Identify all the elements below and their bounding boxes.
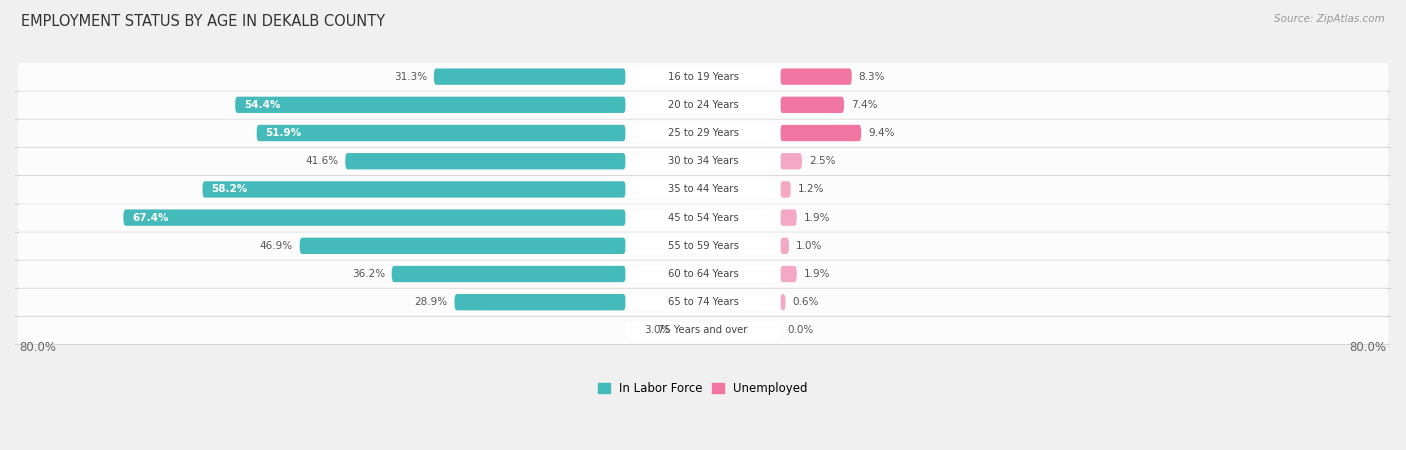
Text: 0.6%: 0.6% bbox=[793, 297, 818, 307]
FancyBboxPatch shape bbox=[780, 266, 797, 282]
FancyBboxPatch shape bbox=[18, 261, 1388, 288]
FancyBboxPatch shape bbox=[780, 125, 862, 141]
FancyBboxPatch shape bbox=[18, 148, 1388, 175]
Text: Source: ZipAtlas.com: Source: ZipAtlas.com bbox=[1274, 14, 1385, 23]
FancyBboxPatch shape bbox=[626, 266, 780, 282]
FancyBboxPatch shape bbox=[626, 153, 780, 169]
Text: 20 to 24 Years: 20 to 24 Years bbox=[668, 100, 738, 110]
FancyBboxPatch shape bbox=[18, 232, 1388, 259]
FancyBboxPatch shape bbox=[626, 238, 780, 254]
FancyBboxPatch shape bbox=[626, 181, 780, 198]
FancyBboxPatch shape bbox=[434, 68, 626, 85]
FancyBboxPatch shape bbox=[124, 209, 626, 226]
FancyBboxPatch shape bbox=[626, 97, 780, 113]
FancyBboxPatch shape bbox=[626, 322, 780, 338]
Text: 41.6%: 41.6% bbox=[305, 156, 339, 166]
Text: 1.9%: 1.9% bbox=[804, 212, 830, 223]
Text: 54.4%: 54.4% bbox=[243, 100, 280, 110]
FancyBboxPatch shape bbox=[626, 68, 780, 85]
Text: 30 to 34 Years: 30 to 34 Years bbox=[668, 156, 738, 166]
FancyBboxPatch shape bbox=[392, 266, 626, 282]
Text: 67.4%: 67.4% bbox=[132, 212, 169, 223]
Text: 55 to 59 Years: 55 to 59 Years bbox=[668, 241, 738, 251]
Text: 7.4%: 7.4% bbox=[851, 100, 877, 110]
Text: 1.0%: 1.0% bbox=[796, 241, 823, 251]
Text: 1.9%: 1.9% bbox=[804, 269, 830, 279]
Text: 31.3%: 31.3% bbox=[394, 72, 427, 81]
FancyBboxPatch shape bbox=[780, 238, 789, 254]
FancyBboxPatch shape bbox=[18, 91, 1388, 118]
FancyBboxPatch shape bbox=[18, 120, 1388, 147]
Text: 75 Years and over: 75 Years and over bbox=[658, 325, 748, 335]
Text: 8.3%: 8.3% bbox=[859, 72, 886, 81]
FancyBboxPatch shape bbox=[346, 153, 626, 169]
Text: 0.0%: 0.0% bbox=[787, 325, 814, 335]
Text: 16 to 19 Years: 16 to 19 Years bbox=[668, 72, 738, 81]
Text: 60 to 64 Years: 60 to 64 Years bbox=[668, 269, 738, 279]
FancyBboxPatch shape bbox=[626, 209, 780, 226]
FancyBboxPatch shape bbox=[454, 294, 626, 310]
FancyBboxPatch shape bbox=[202, 181, 626, 198]
FancyBboxPatch shape bbox=[780, 209, 797, 226]
Text: 65 to 74 Years: 65 to 74 Years bbox=[668, 297, 738, 307]
FancyBboxPatch shape bbox=[780, 97, 844, 113]
FancyBboxPatch shape bbox=[299, 238, 626, 254]
FancyBboxPatch shape bbox=[626, 125, 780, 141]
Text: 80.0%: 80.0% bbox=[20, 342, 56, 354]
Text: 80.0%: 80.0% bbox=[1350, 342, 1386, 354]
FancyBboxPatch shape bbox=[18, 63, 1388, 90]
Text: 28.9%: 28.9% bbox=[415, 297, 447, 307]
Text: 9.4%: 9.4% bbox=[868, 128, 894, 138]
Text: 25 to 29 Years: 25 to 29 Years bbox=[668, 128, 738, 138]
FancyBboxPatch shape bbox=[18, 317, 1388, 344]
FancyBboxPatch shape bbox=[257, 125, 626, 141]
Legend: In Labor Force, Unemployed: In Labor Force, Unemployed bbox=[595, 379, 811, 399]
FancyBboxPatch shape bbox=[18, 288, 1388, 316]
FancyBboxPatch shape bbox=[18, 176, 1388, 203]
FancyBboxPatch shape bbox=[780, 181, 790, 198]
Text: 2.5%: 2.5% bbox=[808, 156, 835, 166]
Text: 51.9%: 51.9% bbox=[266, 128, 301, 138]
Text: EMPLOYMENT STATUS BY AGE IN DEKALB COUNTY: EMPLOYMENT STATUS BY AGE IN DEKALB COUNT… bbox=[21, 14, 385, 28]
Text: 35 to 44 Years: 35 to 44 Years bbox=[668, 184, 738, 194]
FancyBboxPatch shape bbox=[626, 294, 780, 310]
Text: 36.2%: 36.2% bbox=[352, 269, 385, 279]
Text: 46.9%: 46.9% bbox=[260, 241, 292, 251]
FancyBboxPatch shape bbox=[780, 68, 852, 85]
FancyBboxPatch shape bbox=[780, 294, 786, 310]
FancyBboxPatch shape bbox=[780, 153, 801, 169]
Text: 1.2%: 1.2% bbox=[797, 184, 824, 194]
Text: 58.2%: 58.2% bbox=[211, 184, 247, 194]
FancyBboxPatch shape bbox=[235, 97, 626, 113]
FancyBboxPatch shape bbox=[18, 204, 1388, 231]
Text: 3.0%: 3.0% bbox=[644, 325, 671, 335]
Text: 45 to 54 Years: 45 to 54 Years bbox=[668, 212, 738, 223]
